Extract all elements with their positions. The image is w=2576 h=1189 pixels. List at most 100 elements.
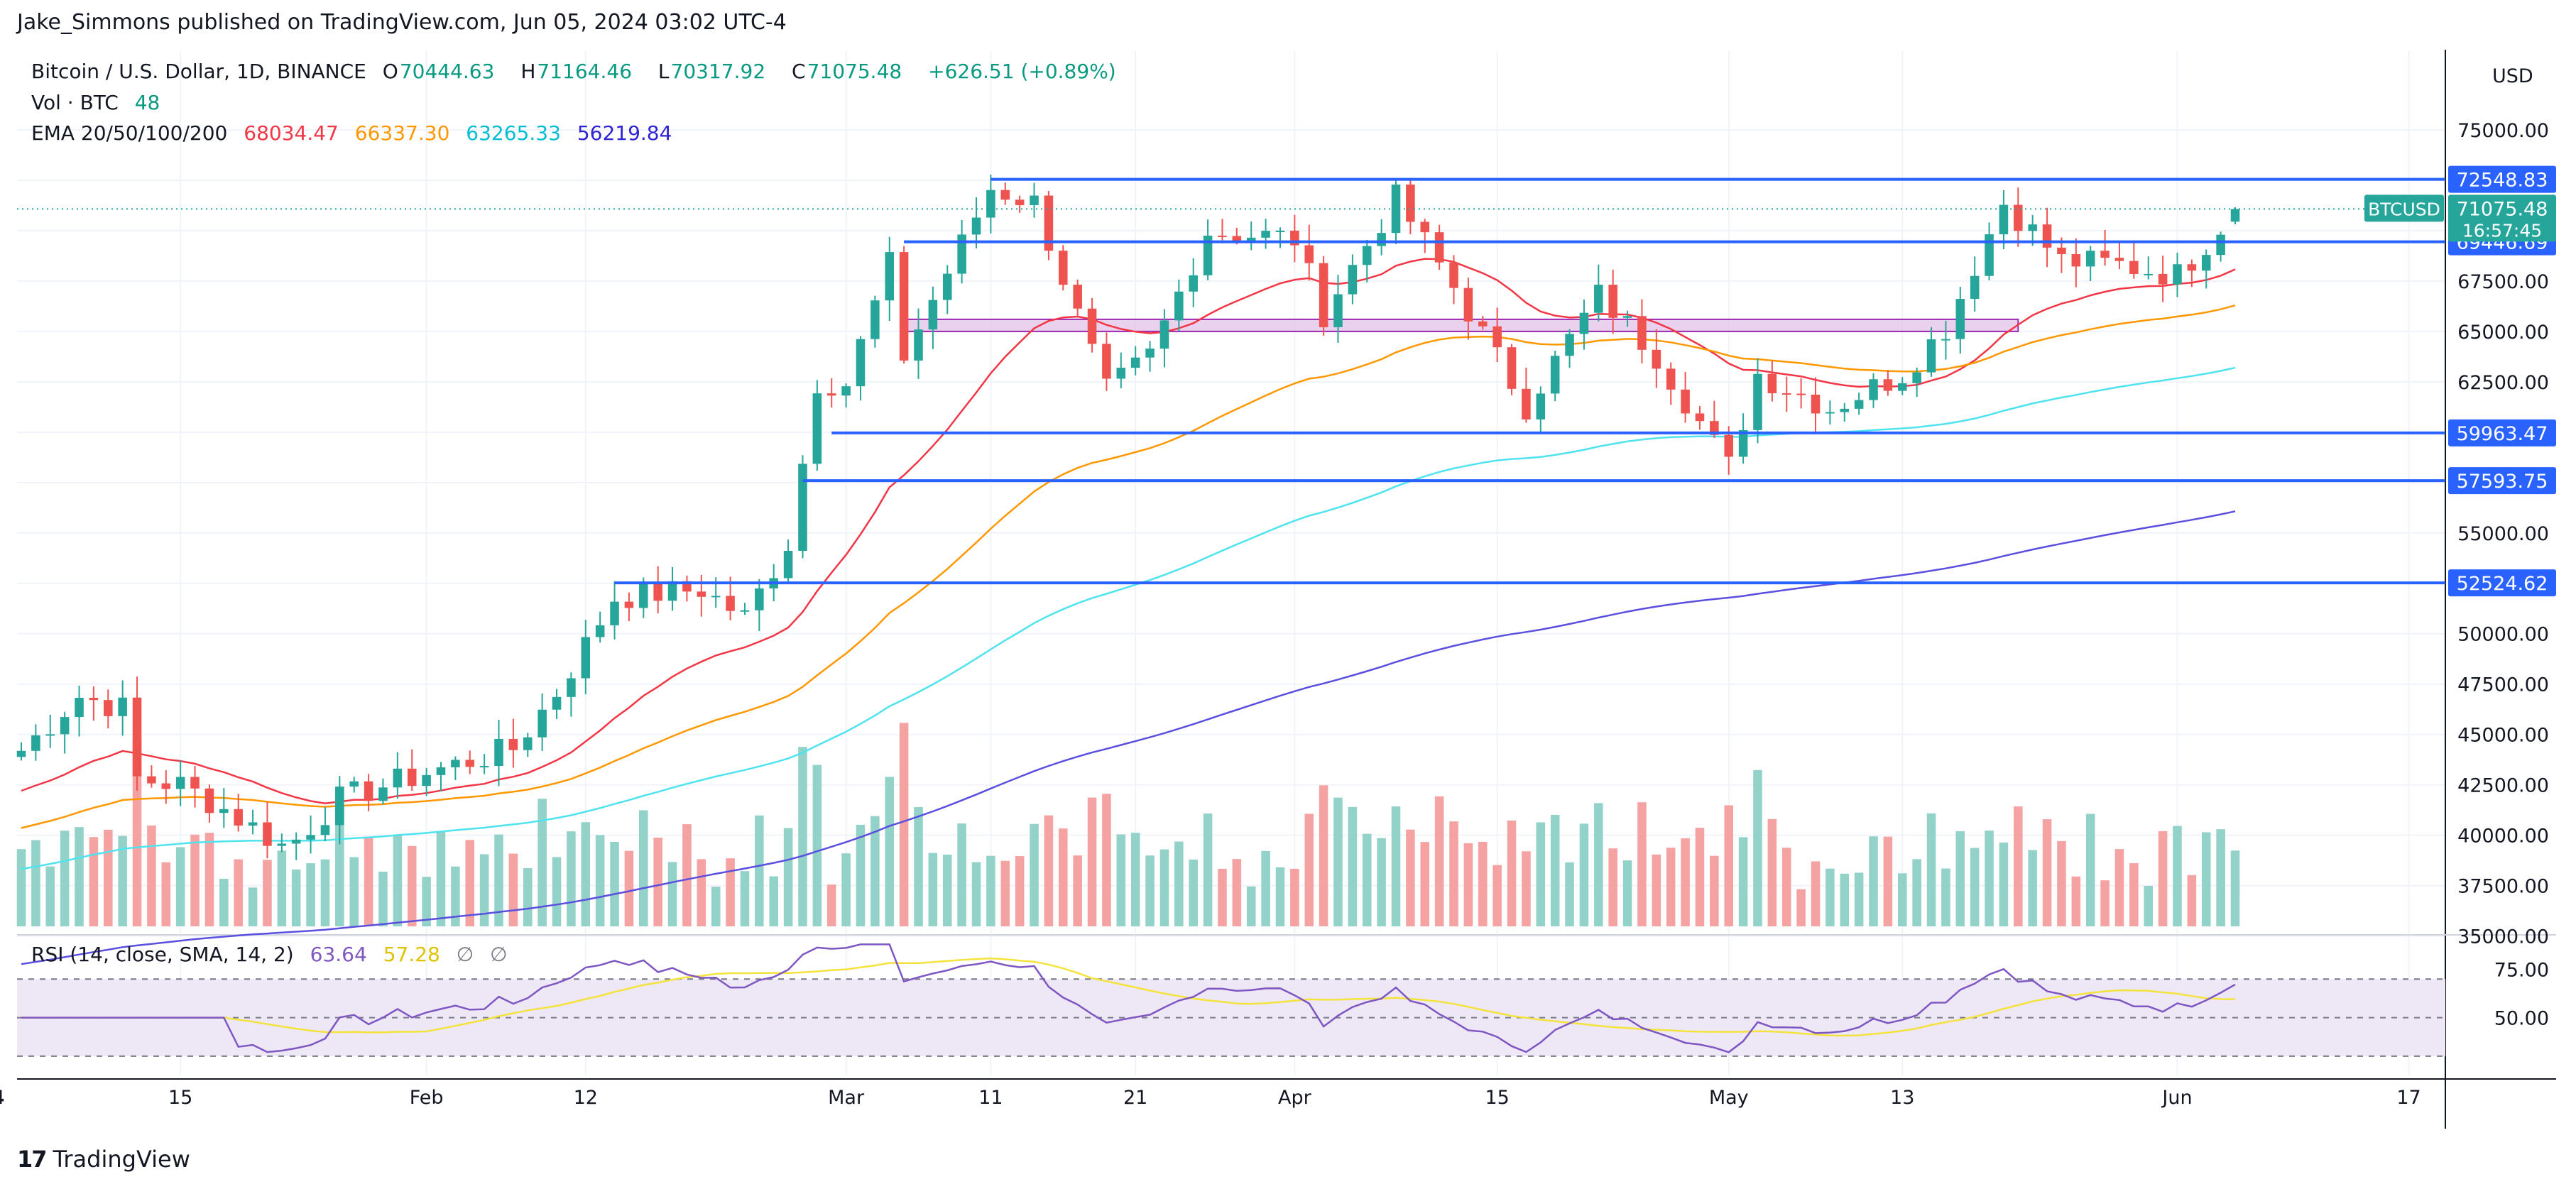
volume-bar xyxy=(667,862,677,926)
time-tick: Feb xyxy=(410,1087,444,1109)
symbol-badge-name: BTCUSD xyxy=(2368,199,2440,219)
candle-body xyxy=(2187,264,2197,271)
volume-bar xyxy=(190,834,200,926)
volume-bar xyxy=(1579,823,1589,926)
candle-body xyxy=(204,788,214,813)
candle-body xyxy=(364,781,373,801)
volume-bar xyxy=(16,849,26,926)
volume-bar xyxy=(1203,813,1213,926)
volume-bar xyxy=(2042,819,2052,926)
volume-bar xyxy=(812,765,822,926)
volume-bar xyxy=(175,847,185,926)
candle-body xyxy=(1666,368,1676,390)
volume-bar xyxy=(2071,876,2081,926)
candle-body xyxy=(624,601,634,608)
volume-bar xyxy=(1565,862,1574,926)
volume-bar xyxy=(726,858,735,926)
time-tick: May xyxy=(1709,1087,1749,1109)
volume-bar xyxy=(942,854,952,926)
candle-body xyxy=(567,678,576,697)
candle-body xyxy=(1796,393,1806,395)
candle-body xyxy=(263,822,272,846)
level-label: 59963.47 xyxy=(2448,419,2556,446)
change-value: +626.51 (+0.89%) xyxy=(928,60,1116,83)
volume-bar xyxy=(1738,837,1748,926)
volume-bar xyxy=(147,825,156,926)
volume-bar xyxy=(1970,848,1980,926)
candle-body xyxy=(610,601,619,625)
resistance-zone xyxy=(903,318,2019,332)
ema50-value: 66337.30 xyxy=(354,121,450,145)
candles[interactable] xyxy=(16,175,2240,860)
volume-bar xyxy=(1145,855,1155,926)
volume-bar xyxy=(2216,829,2225,926)
volume-bar xyxy=(161,862,171,926)
volume-bar xyxy=(1449,821,1458,926)
volume-bar xyxy=(581,822,591,926)
candle-body xyxy=(2201,255,2211,271)
volume-bar xyxy=(1348,806,1358,926)
volume-bar xyxy=(798,747,807,926)
legend-ema: EMA 20/50/100/200 68034.47 66337.30 6326… xyxy=(31,121,682,145)
candle-body xyxy=(2173,264,2182,285)
volume-bar xyxy=(306,863,315,926)
candle-body xyxy=(1522,388,1531,420)
volume-bar xyxy=(1695,828,1705,926)
volume-bar xyxy=(1261,850,1270,926)
volume-bar xyxy=(89,837,99,926)
candle-body xyxy=(291,839,301,844)
candle-body xyxy=(89,698,99,701)
volume-bar xyxy=(1218,868,1227,926)
volume-bar xyxy=(1869,836,1878,926)
volume-bar xyxy=(740,871,750,926)
candle-body xyxy=(1218,235,1227,237)
candle-body xyxy=(2085,251,2095,267)
volume-bar xyxy=(436,831,446,926)
volume-bar xyxy=(856,824,866,926)
candle-body xyxy=(1319,263,1328,327)
volume-bar xyxy=(552,857,562,926)
volume-bar xyxy=(132,739,142,926)
tradingview-logo[interactable]: 17 TradingView xyxy=(17,1146,190,1173)
candle-body xyxy=(248,822,258,826)
candle-body xyxy=(1174,291,1184,321)
candle-body xyxy=(1724,434,1734,457)
candle-body xyxy=(219,809,229,813)
candle-body xyxy=(1594,285,1603,313)
volume-bar xyxy=(914,806,923,926)
time-tick: 17 xyxy=(2396,1087,2421,1109)
time-tick: 12 xyxy=(574,1087,598,1109)
candle-body xyxy=(552,696,562,710)
volume-bar xyxy=(422,877,431,926)
candle-body xyxy=(1362,246,1372,265)
candle-body xyxy=(132,697,142,777)
volume-bar xyxy=(1030,823,1039,926)
volume-bar xyxy=(1434,796,1444,926)
volume-bar xyxy=(1710,855,1719,926)
candle-body xyxy=(1536,393,1546,420)
volume-bar xyxy=(1000,860,1010,926)
level-label-text: 52524.62 xyxy=(2457,573,2548,595)
volume-bar xyxy=(1753,769,1762,926)
volume-bar xyxy=(826,884,836,926)
price-tick: 62500.00 xyxy=(2457,372,2549,394)
candle-body xyxy=(1550,356,1560,394)
volume-bar xyxy=(291,869,301,926)
volume-bar xyxy=(2230,850,2240,926)
candle-body xyxy=(1781,393,1791,395)
horizontal-levels[interactable]: 72548.8369446.6959963.4757593.7552524.62… xyxy=(17,165,2556,597)
candle-body xyxy=(2071,254,2081,267)
candle-body xyxy=(1825,412,1835,414)
candle-body xyxy=(335,787,344,826)
volume-bar xyxy=(1116,834,1126,926)
candle-body xyxy=(899,252,909,361)
candle-body xyxy=(581,637,591,679)
candle-body xyxy=(1579,312,1589,334)
volume-bar xyxy=(2085,813,2095,926)
volume-bar xyxy=(1941,868,1950,926)
candle-body xyxy=(726,596,735,611)
candle-body xyxy=(1333,294,1343,327)
volume-bar xyxy=(1898,873,1907,926)
ema200-value: 56219.84 xyxy=(577,121,672,145)
